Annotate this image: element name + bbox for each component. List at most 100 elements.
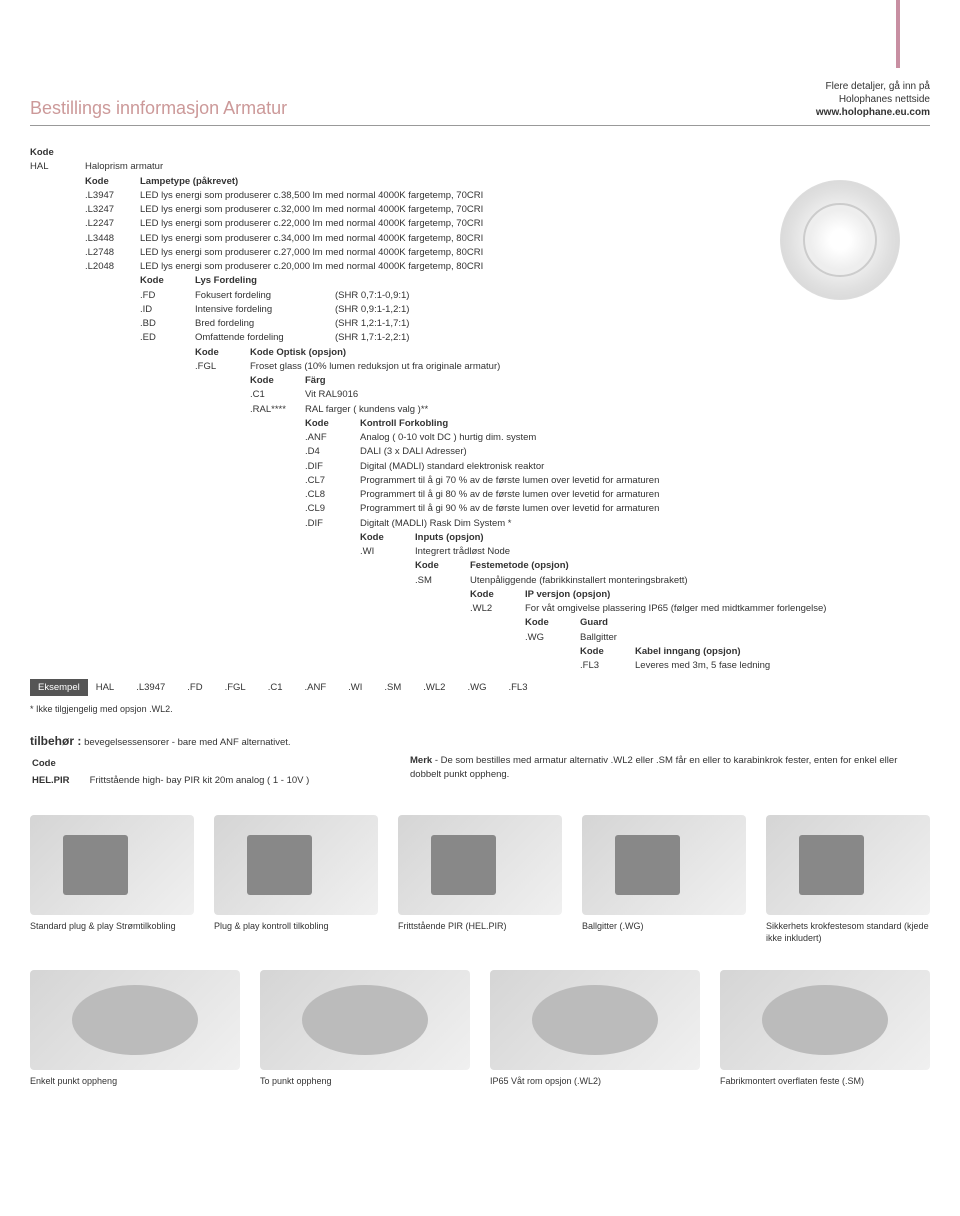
option-desc: Digitalt (MADLI) Rask Dim System * (360, 517, 930, 531)
image-caption: Standard plug & play Strømtilkobling (30, 921, 194, 933)
image-row-1: Standard plug & play Strømtilkobling Plug… (30, 815, 930, 944)
kode-label: Kode (85, 175, 140, 189)
kode-label: Kode (305, 417, 360, 431)
option-code: .C1 (250, 388, 305, 402)
option-desc: Programmert til å gi 70 % av de første l… (360, 474, 930, 488)
option-desc: Digital (MADLI) standard elektronisk rea… (360, 460, 930, 474)
option-desc: Integrert trådløst Node (415, 545, 930, 559)
example-cell: .FD (183, 679, 220, 696)
image-item: To punkt oppheng (260, 970, 470, 1088)
option-code: .WI (360, 545, 415, 559)
example-label: Eksempel (30, 679, 88, 696)
image-item: Enkelt punkt oppheng (30, 970, 240, 1088)
option-code: .FD (140, 289, 195, 303)
option-code: .ED (140, 331, 195, 345)
option-code: .CL8 (305, 488, 360, 502)
option-code: .ANF (305, 431, 360, 445)
option-desc: Bred fordeling(SHR 1,2:1-1,7:1) (195, 317, 930, 331)
image-placeholder (30, 970, 240, 1070)
section-label: IP versjon (opsjon) (525, 588, 930, 602)
option-code: .ID (140, 303, 195, 317)
option-desc: Programmert til å gi 80 % av de første l… (360, 488, 930, 502)
option-code: .L2748 (85, 246, 140, 260)
section-label: Kode Optisk (opsjon) (250, 346, 930, 360)
section-label: Kontroll Forkobling (360, 417, 930, 431)
option-code: .SM (415, 574, 470, 588)
image-placeholder (30, 815, 194, 915)
option-code: .D4 (305, 445, 360, 459)
section-label: Kabel inngang (opsjon) (635, 645, 930, 659)
image-caption: Ballgitter (.WG) (582, 921, 746, 933)
kode-label: Kode (30, 146, 85, 160)
option-code: .FGL (195, 360, 250, 374)
option-code: .L2247 (85, 217, 140, 231)
section-label: Inputs (opsjon) (415, 531, 930, 545)
option-code: .CL7 (305, 474, 360, 488)
option-desc: Ballgitter (580, 631, 930, 645)
example-cell: .WG (463, 679, 504, 696)
tilbehor-sub: bevegelsessensorer - bare med ANF altern… (84, 737, 290, 748)
kode-label: Kode (525, 616, 580, 630)
tilbehor-desc: Frittstående high- bay PIR kit 20m analo… (90, 773, 368, 788)
kode-label: Kode (580, 645, 635, 659)
image-placeholder (490, 970, 700, 1070)
image-caption: IP65 Våt rom opsjon (.WL2) (490, 1076, 700, 1088)
image-placeholder (260, 970, 470, 1070)
kode-label: Kode (360, 531, 415, 545)
option-desc: Vit RAL9016 (305, 388, 930, 402)
option-code: .RAL**** (250, 403, 305, 417)
option-desc: Omfattende fordeling(SHR 1,7:1-2,2:1) (195, 331, 930, 345)
option-code: .DIF (305, 517, 360, 531)
header-line1: Flere detaljer, gå inn på (816, 80, 930, 93)
image-row-2: Enkelt punkt opphengTo punkt oppheng IP65… (30, 970, 930, 1088)
example-row: Eksempel HAL.L3947.FD.FGL.C1.ANF.WI.SM.W… (30, 679, 930, 696)
image-placeholder (398, 815, 562, 915)
option-code: .L2048 (85, 260, 140, 274)
header-link[interactable]: www.holophane.eu.com (816, 107, 930, 118)
image-placeholder (582, 815, 746, 915)
image-item: Fabrikmontert overflaten feste (.SM) (720, 970, 930, 1088)
header-right: Flere detaljer, gå inn på Holophanes net… (816, 80, 930, 119)
option-code: .FL3 (580, 659, 635, 673)
tilbehor-section: tilbehør : bevegelsessensorer - bare med… (30, 734, 930, 790)
footnote: * Ikke tilgjengelig med opsjon .WL2. (30, 704, 930, 714)
option-code: .DIF (305, 460, 360, 474)
image-item: IP65 Våt rom opsjon (.WL2) (490, 970, 700, 1088)
table-header: Code (32, 756, 88, 771)
tilbehor-code: HEL.PIR (32, 773, 88, 788)
product-image (780, 180, 900, 300)
option-desc: Analog ( 0-10 volt DC ) hurtig dim. syst… (360, 431, 930, 445)
example-cell: .ANF (301, 679, 345, 696)
option-desc: DALI (3 x DALI Adresser) (360, 445, 930, 459)
option-desc: Utenpåliggende (fabrikkinstallert monter… (470, 574, 930, 588)
example-cell: .WL2 (419, 679, 463, 696)
option-code: .WL2 (470, 602, 525, 616)
decorative-stripe (896, 0, 900, 68)
image-item: Standard plug & play Strømtilkobling (30, 815, 194, 944)
page-title: Bestillings innformasjon Armatur (30, 98, 287, 119)
page-header: Bestillings innformasjon Armatur Flere d… (30, 80, 930, 126)
image-item: Plug & play kontroll tilkobling (214, 815, 378, 944)
option-desc: RAL farger ( kundens valg )** (305, 403, 930, 417)
hal-desc: Haloprism armatur (85, 160, 930, 174)
example-cell: .SM (380, 679, 419, 696)
image-item: Frittstående PIR (HEL.PIR) (398, 815, 562, 944)
image-placeholder (766, 815, 930, 915)
tilbehor-title: tilbehør : (30, 734, 81, 748)
option-code: .L3247 (85, 203, 140, 217)
section-label: Festemetode (opsjon) (470, 559, 930, 573)
option-desc: Programmert til å gi 90 % av de første l… (360, 502, 930, 516)
merk-label: Merk (410, 755, 432, 766)
kode-label: Kode (415, 559, 470, 573)
image-caption: Fabrikmontert overflaten feste (.SM) (720, 1076, 930, 1088)
example-cell: HAL (92, 679, 132, 696)
image-item: Sikkerhets krokfestesom standard (kjede … (766, 815, 930, 944)
option-code: .CL9 (305, 502, 360, 516)
merk-text: - De som bestilles med armatur alternati… (410, 755, 897, 779)
example-cell: .L3947 (132, 679, 183, 696)
section-label: Färg (305, 374, 930, 388)
image-caption: Sikkerhets krokfestesom standard (kjede … (766, 921, 930, 944)
header-line2: Holophanes nettside (816, 93, 930, 106)
image-placeholder (214, 815, 378, 915)
kode-label: Kode (250, 374, 305, 388)
